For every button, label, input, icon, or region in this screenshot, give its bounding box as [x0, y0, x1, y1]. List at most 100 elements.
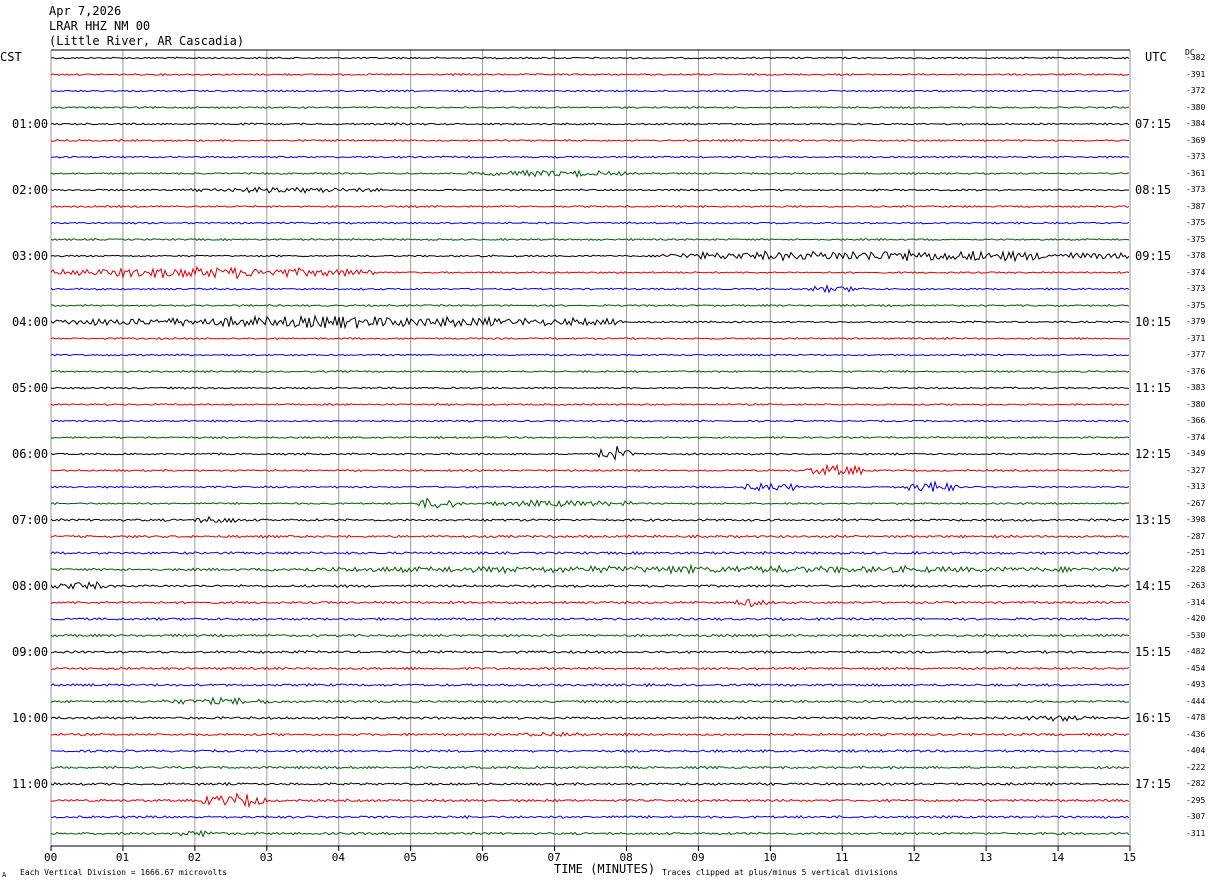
dc-header-label: DC [1185, 48, 1195, 57]
right-hour-label: 12:15 [1135, 447, 1172, 461]
dc-offset-label: -228 [1186, 564, 1206, 574]
trace-31 [50, 563, 1130, 575]
x-tick-label: 14 [1051, 851, 1065, 864]
dc-offset-label: -398 [1186, 515, 1206, 524]
dc-offset-label: -404 [1186, 746, 1206, 755]
trace-25 [50, 463, 1130, 477]
trace-36 [50, 649, 1130, 655]
left-hour-label: 09:00 [12, 645, 49, 659]
dc-offset-label: -369 [1186, 135, 1206, 145]
dc-offset-label: -380 [1186, 399, 1206, 409]
trace-33 [50, 598, 1130, 608]
trace-1 [50, 72, 1130, 77]
x-tick-label: 15 [1123, 851, 1137, 864]
trace-16 [50, 314, 1130, 330]
dc-offset-label: -436 [1186, 729, 1206, 739]
dc-offset-label: -482 [1186, 647, 1206, 656]
trace-3 [50, 105, 1130, 110]
right-hour-label: 09:15 [1135, 249, 1172, 263]
x-tick-label: 01 [115, 851, 130, 864]
trace-19 [50, 369, 1130, 374]
right-hour-label: 13:15 [1135, 513, 1172, 527]
left-hour-label: 01:00 [12, 117, 49, 131]
dc-offset-label: -282 [1186, 779, 1206, 788]
time-grid [50, 49, 1131, 847]
clip-note: Traces clipped at plus/minus 5 vertical … [662, 868, 899, 877]
header-station: LRAR HHZ NM 00 [49, 19, 151, 33]
right-hour-label: 10:15 [1135, 315, 1172, 329]
dc-offset-label: -314 [1186, 597, 1206, 607]
left-hour-label: 11:00 [12, 777, 49, 791]
dc-offset-label: -313 [1186, 482, 1206, 491]
dc-offset-label: -376 [1186, 366, 1206, 376]
dc-offset-label: -349 [1186, 449, 1206, 458]
trace-15 [50, 303, 1130, 308]
dc-offset-label: -267 [1186, 498, 1206, 508]
trace-23 [50, 435, 1130, 440]
trace-40 [50, 715, 1130, 722]
dc-offset-label: -383 [1186, 383, 1206, 392]
trace-44 [50, 781, 1130, 787]
trace-47 [50, 829, 1130, 838]
trace-17 [50, 336, 1130, 341]
dc-offset-label: -375 [1186, 300, 1206, 310]
trace-5 [50, 138, 1130, 143]
right-hour-label: 08:15 [1135, 183, 1172, 197]
x-tick-label: 00 [44, 851, 58, 864]
dc-offset-label: -374 [1186, 432, 1206, 442]
dc-offset-label: -371 [1186, 333, 1206, 343]
trace-8 [50, 186, 1130, 194]
dc-offset-label: -327 [1186, 465, 1206, 475]
x-tick-label: 13 [979, 851, 993, 864]
trace-12 [50, 248, 1130, 263]
x-tick-label: 02 [187, 851, 202, 864]
right-hour-label: 07:15 [1135, 117, 1172, 131]
trace-41 [50, 731, 1129, 737]
trace-29 [50, 534, 1130, 539]
dc-offset-label: -380 [1186, 102, 1206, 112]
trace-2 [50, 89, 1130, 93]
trace-42 [50, 748, 1130, 754]
dc-offset-label: -307 [1186, 812, 1206, 821]
left-hour-label: 06:00 [12, 447, 49, 461]
dc-offset-label: -374 [1186, 267, 1206, 277]
left-hour-label: 02:00 [12, 183, 49, 197]
trace-43 [50, 765, 1130, 770]
header-date: Apr 7,2026 [49, 4, 122, 18]
dc-offset-label: -287 [1186, 531, 1206, 541]
dc-offset-label: -478 [1186, 713, 1206, 722]
trace-18 [50, 353, 1130, 357]
trace-38 [50, 682, 1130, 688]
right-hour-label: 11:15 [1135, 381, 1172, 395]
left-hour-label: 04:00 [12, 315, 49, 329]
x-tick-label: 12 [907, 851, 921, 864]
trace-20 [50, 386, 1130, 390]
right-timezone-label: UTC [1145, 50, 1167, 64]
trace-9 [50, 204, 1130, 209]
x-tick-label: 05 [403, 851, 417, 864]
dc-offset-label: -375 [1186, 234, 1206, 244]
trace-34 [50, 616, 1130, 622]
dc-offset-label: -420 [1186, 614, 1206, 623]
dc-offset-label: -311 [1186, 828, 1206, 838]
dc-offset-label: -222 [1186, 762, 1206, 772]
dc-offset-label: -361 [1186, 168, 1206, 178]
x-tick-label: 07 [547, 851, 561, 864]
x-axis-title: TIME (MINUTES) [554, 862, 656, 876]
right-hour-label: 14:15 [1135, 579, 1172, 593]
corner-mark: A [2, 871, 7, 879]
trace-26 [50, 479, 1130, 493]
dc-offset-label: -382 [1186, 53, 1206, 62]
dc-offset-label: -391 [1186, 69, 1206, 79]
x-tick-label: 04 [331, 851, 345, 864]
trace-39 [50, 696, 1130, 706]
dc-offset-label: -295 [1186, 795, 1206, 805]
x-tick-label: 11 [835, 851, 849, 864]
dc-offset-label: -379 [1186, 317, 1206, 326]
x-tick-label: 10 [763, 851, 777, 864]
dc-offset-label: -375 [1186, 218, 1206, 227]
x-axis-ticks [50, 846, 1131, 851]
trace-7 [50, 169, 1130, 179]
dc-offset-label: -251 [1186, 548, 1206, 557]
